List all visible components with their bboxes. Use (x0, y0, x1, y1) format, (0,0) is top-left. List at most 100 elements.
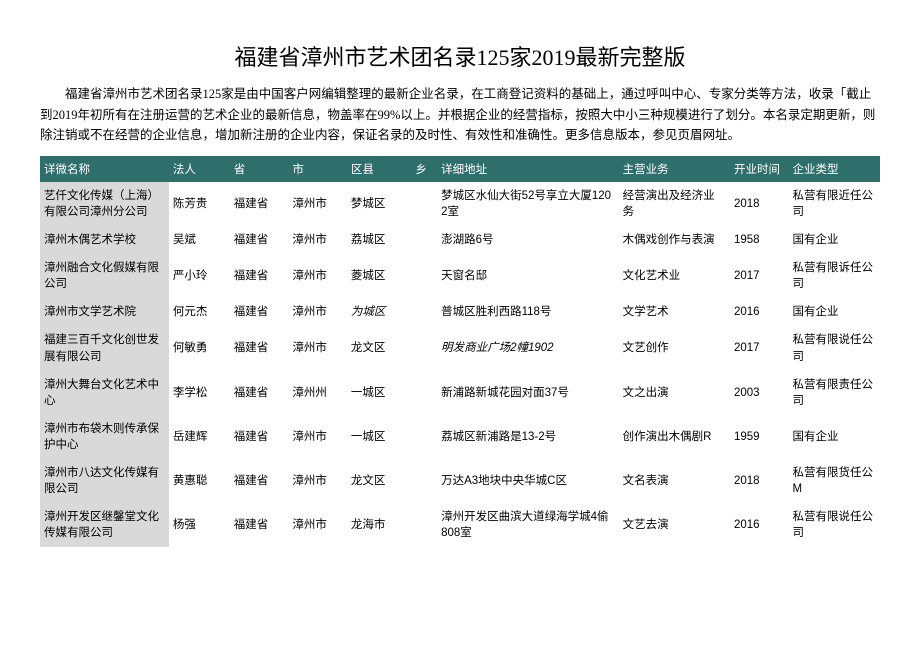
cell-legal: 黄惠聪 (169, 459, 230, 503)
cell-name: 漳州市文学艺术院 (40, 298, 169, 326)
table-row: 漳州融合文化假媒有限公司严小玲福建省漳州市菱城区天窗名邸文化艺术业2017私营有… (40, 254, 880, 298)
cell-biz: 文名表演 (619, 459, 730, 503)
cell-town (411, 503, 437, 547)
cell-addr: 澎湖路6号 (437, 226, 619, 254)
cell-prov: 福建省 (230, 226, 289, 254)
cell-dist: 菱城区 (347, 254, 411, 298)
col-header-dist: 区县 (347, 156, 411, 182)
cell-town (411, 326, 437, 370)
cell-city: 漳州市 (288, 298, 347, 326)
cell-city: 漳州市 (288, 459, 347, 503)
cell-biz: 文之出演 (619, 371, 730, 415)
cell-biz: 经营演出及经济业务 (619, 182, 730, 226)
cell-open: 2018 (730, 459, 789, 503)
col-header-open: 开业时间 (730, 156, 789, 182)
cell-biz: 文艺去演 (619, 503, 730, 547)
cell-town (411, 298, 437, 326)
cell-type: 私营有限诉任公司 (789, 254, 880, 298)
cell-prov: 福建省 (230, 182, 289, 226)
cell-open: 2018 (730, 182, 789, 226)
cell-town (411, 459, 437, 503)
cell-type: 私营有限近任公司 (789, 182, 880, 226)
cell-city: 漳州市 (288, 226, 347, 254)
cell-addr: 明发商业广场2幢1902 (437, 326, 619, 370)
table-row: 漳州开发区继鏧堂文化传媒有限公司杨强福建省漳州市龙海市漳州开发区曲滨大道绿海学城… (40, 503, 880, 547)
cell-type: 国有企业 (789, 298, 880, 326)
cell-legal: 陈芳贵 (169, 182, 230, 226)
table-row: 漳州市八达文化传媒有限公司黄惠聪福建省漳州市龙文区万达A3地块中央华城C区文名表… (40, 459, 880, 503)
cell-open: 2016 (730, 298, 789, 326)
cell-type: 私营有限责任公司 (789, 371, 880, 415)
cell-dist: 龙文区 (347, 459, 411, 503)
cell-legal: 吴斌 (169, 226, 230, 254)
cell-dist: 龙文区 (347, 326, 411, 370)
cell-name: 漳州市布袋木则传承保护中心 (40, 415, 169, 459)
cell-legal: 何敏勇 (169, 326, 230, 370)
cell-legal: 严小玲 (169, 254, 230, 298)
table-body: 艺仟文化传媒（上海）有限公司漳州分公司陈芳贵福建省漳州市梦城区梦城区水仙大街52… (40, 182, 880, 548)
cell-open: 2017 (730, 254, 789, 298)
col-header-town: 乡 (411, 156, 437, 182)
cell-city: 漳州市 (288, 182, 347, 226)
cell-open: 2016 (730, 503, 789, 547)
cell-biz: 文学艺术 (619, 298, 730, 326)
table-row: 漳州市文学艺术院何元杰福建省漳州市为城区普城区胜利西路118号文学艺术2016国… (40, 298, 880, 326)
cell-legal: 杨强 (169, 503, 230, 547)
cell-name: 福建三百千文化创世发展有限公司 (40, 326, 169, 370)
cell-town (411, 415, 437, 459)
cell-biz: 创作演出木偶剧R (619, 415, 730, 459)
cell-town (411, 254, 437, 298)
cell-name: 漳州融合文化假媒有限公司 (40, 254, 169, 298)
table-row: 漳州木偶艺术学校吴斌福建省漳州市荔城区澎湖路6号木偶戏创作与表演1958国有企业 (40, 226, 880, 254)
cell-dist: 一城区 (347, 371, 411, 415)
cell-city: 漳州州 (288, 371, 347, 415)
cell-legal: 何元杰 (169, 298, 230, 326)
cell-name: 漳州木偶艺术学校 (40, 226, 169, 254)
cell-name: 艺仟文化传媒（上海）有限公司漳州分公司 (40, 182, 169, 226)
intro-paragraph: 福建省漳州市艺术团名录125家是由中国客户网编辑整理的最新企业名录，在工商登记资… (40, 84, 880, 146)
cell-addr: 漳州开发区曲滨大道绿海学城4偷808室 (437, 503, 619, 547)
cell-open: 2017 (730, 326, 789, 370)
col-header-type: 企业类型 (789, 156, 880, 182)
cell-prov: 福建省 (230, 371, 289, 415)
cell-type: 私营有限说任公司 (789, 326, 880, 370)
cell-addr: 天窗名邸 (437, 254, 619, 298)
table-row: 福建三百千文化创世发展有限公司何敏勇福建省漳州市龙文区明发商业广场2幢1902文… (40, 326, 880, 370)
cell-open: 1959 (730, 415, 789, 459)
cell-name: 漳州大舞台文化艺术中心 (40, 371, 169, 415)
cell-dist: 一城区 (347, 415, 411, 459)
cell-prov: 福建省 (230, 503, 289, 547)
cell-prov: 福建省 (230, 326, 289, 370)
cell-addr: 新浦路新城花园对面37号 (437, 371, 619, 415)
col-header-name: 详微名称 (40, 156, 169, 182)
cell-biz: 文化艺术业 (619, 254, 730, 298)
cell-type: 私营有限货任公M (789, 459, 880, 503)
cell-prov: 福建省 (230, 459, 289, 503)
cell-prov: 福建省 (230, 415, 289, 459)
col-header-legal: 法人 (169, 156, 230, 182)
col-header-biz: 主营业务 (619, 156, 730, 182)
cell-addr: 荔城区新浦路是13-2号 (437, 415, 619, 459)
directory-table: 详微名称 法人 省 市 区县 乡 详细地址 主营业务 开业时间 企业类型 艺仟文… (40, 156, 880, 548)
cell-city: 漳州市 (288, 254, 347, 298)
cell-town (411, 226, 437, 254)
page-title: 福建省漳州市艺术团名录125家2019最新完整版 (40, 40, 880, 72)
cell-town (411, 182, 437, 226)
cell-name: 漳州开发区继鏧堂文化传媒有限公司 (40, 503, 169, 547)
cell-city: 漳州市 (288, 503, 347, 547)
cell-prov: 福建省 (230, 298, 289, 326)
cell-open: 1958 (730, 226, 789, 254)
cell-type: 私营有限说任公司 (789, 503, 880, 547)
cell-dist: 为城区 (347, 298, 411, 326)
cell-dist: 梦城区 (347, 182, 411, 226)
cell-town (411, 371, 437, 415)
cell-biz: 木偶戏创作与表演 (619, 226, 730, 254)
table-header-row: 详微名称 法人 省 市 区县 乡 详细地址 主营业务 开业时间 企业类型 (40, 156, 880, 182)
table-row: 艺仟文化传媒（上海）有限公司漳州分公司陈芳贵福建省漳州市梦城区梦城区水仙大街52… (40, 182, 880, 226)
cell-open: 2003 (730, 371, 789, 415)
cell-type: 国有企业 (789, 226, 880, 254)
cell-dist: 龙海市 (347, 503, 411, 547)
col-header-addr: 详细地址 (437, 156, 619, 182)
cell-addr: 梦城区水仙大街52号享立大厦1202室 (437, 182, 619, 226)
cell-biz: 文艺创作 (619, 326, 730, 370)
